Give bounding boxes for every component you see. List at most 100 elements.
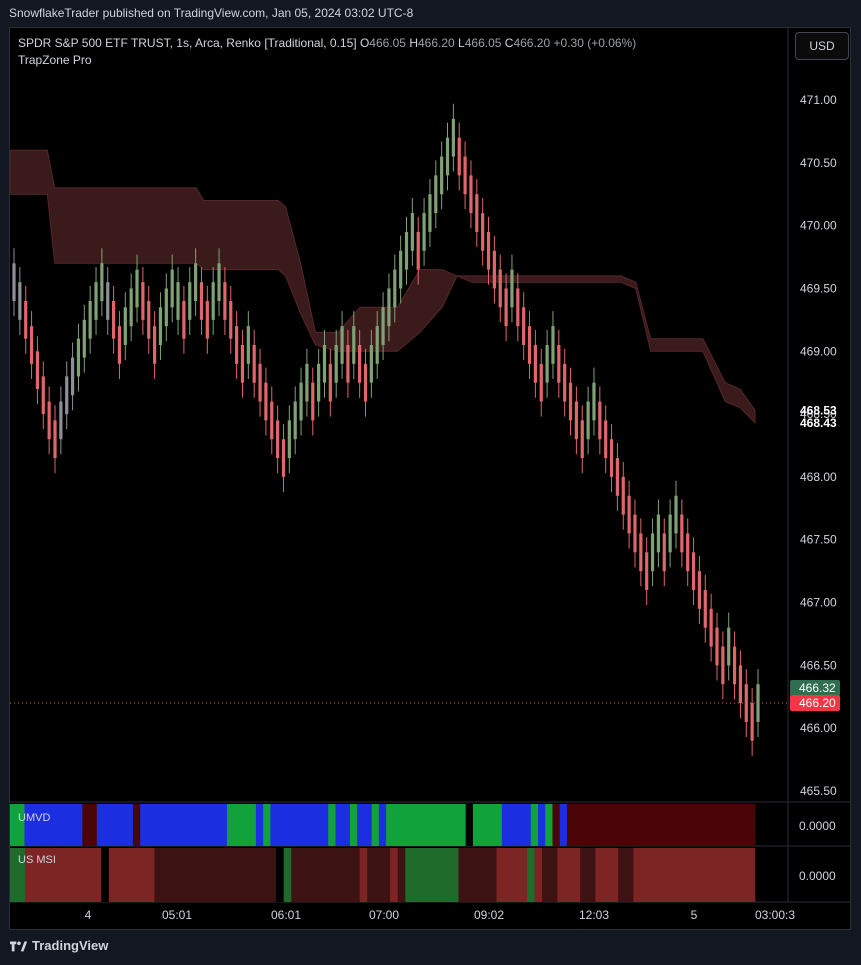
usmsi-pane-label[interactable]: US MSI bbox=[18, 854, 56, 866]
renko-brick bbox=[639, 533, 643, 572]
price-tick-label: 465.50 bbox=[800, 784, 837, 798]
chart-canvas[interactable]: 471.00470.50470.00469.50469.00468.50468.… bbox=[10, 28, 850, 929]
renko-brick bbox=[252, 344, 256, 383]
time-tick-label: 06:01 bbox=[271, 908, 301, 922]
umvd-segment bbox=[378, 804, 387, 846]
renko-brick bbox=[621, 476, 625, 515]
price-tick-label: 466.00 bbox=[800, 721, 837, 735]
renko-brick bbox=[615, 458, 620, 496]
price-badge bbox=[790, 695, 840, 712]
renko-brick bbox=[475, 194, 479, 232]
tradingview-brand: TradingView bbox=[32, 938, 109, 953]
renko-brick bbox=[246, 326, 250, 364]
currency-button[interactable]: USD bbox=[795, 32, 849, 60]
umvd-segment bbox=[530, 804, 539, 846]
price-tick-label: 467.50 bbox=[800, 533, 837, 547]
renko-brick bbox=[82, 319, 86, 358]
renko-brick bbox=[551, 326, 555, 364]
renko-brick bbox=[223, 282, 227, 320]
renko-brick bbox=[568, 382, 573, 421]
renko-brick bbox=[334, 344, 338, 383]
renko-brick bbox=[674, 495, 678, 534]
usmsi-segment bbox=[154, 848, 277, 902]
price-tick-label: 466.50 bbox=[800, 658, 837, 672]
time-tick-label: 05:01 bbox=[162, 908, 192, 922]
renko-brick bbox=[65, 376, 69, 415]
renko-brick bbox=[240, 344, 245, 383]
renko-brick bbox=[627, 495, 631, 534]
time-tick-label: 03:00:3 bbox=[755, 908, 795, 922]
renko-brick bbox=[574, 401, 578, 440]
usmsi-segment bbox=[367, 848, 391, 902]
renko-brick bbox=[697, 571, 702, 609]
renko-brick bbox=[270, 401, 274, 440]
umvd-pane-label[interactable]: UMVD bbox=[18, 812, 51, 824]
umvd-segment bbox=[357, 804, 372, 846]
renko-brick bbox=[117, 326, 122, 364]
renko-brick bbox=[47, 401, 51, 440]
chart-frame[interactable]: 471.00 470.50 470.00 469.50 469.00 468.50 468.… bbox=[9, 27, 851, 930]
renko-brick bbox=[633, 514, 637, 553]
renko-brick bbox=[516, 288, 520, 327]
usmsi-segment bbox=[542, 848, 558, 902]
umvd-segment bbox=[386, 804, 466, 846]
symbol-title[interactable]: SPDR S&P 500 ETF TRUST, 1s, Arca, Renko … bbox=[18, 36, 357, 50]
usmsi-segment bbox=[390, 848, 399, 902]
usmsi-segment bbox=[694, 848, 756, 902]
price-tick-label: 468.50 bbox=[800, 407, 837, 421]
renko-brick bbox=[188, 282, 192, 320]
usmsi-segment bbox=[618, 848, 634, 902]
price-tick-label: 467.00 bbox=[800, 596, 837, 610]
renko-brick bbox=[328, 363, 332, 402]
renko-brick bbox=[59, 401, 63, 440]
umvd-segment bbox=[501, 804, 532, 846]
renko-brick bbox=[580, 420, 584, 459]
umvd-segment bbox=[96, 804, 134, 846]
renko-brick bbox=[598, 401, 602, 440]
price-marker-label: 468.43 bbox=[800, 416, 837, 430]
usmsi-segment bbox=[496, 848, 528, 902]
usmsi-segment bbox=[291, 848, 360, 902]
renko-brick bbox=[176, 282, 180, 320]
renko-brick bbox=[656, 514, 661, 553]
umvd-segment bbox=[545, 804, 553, 846]
umvd-segment bbox=[328, 804, 336, 846]
umvd-segment bbox=[371, 804, 380, 846]
renko-brick bbox=[539, 363, 543, 402]
renko-brick bbox=[492, 250, 496, 289]
renko-brick bbox=[592, 382, 596, 421]
usmsi-segment bbox=[534, 848, 543, 902]
renko-brick bbox=[100, 263, 104, 302]
renko-brick bbox=[129, 288, 133, 327]
umvd-segment bbox=[270, 804, 329, 846]
renko-brick bbox=[35, 351, 40, 389]
low-label: L bbox=[458, 36, 465, 50]
umvd-segment bbox=[472, 804, 503, 846]
umvd-segment bbox=[566, 804, 756, 846]
umvd-segment bbox=[140, 804, 228, 846]
renko-brick bbox=[727, 627, 731, 666]
renko-brick bbox=[76, 338, 81, 377]
renko-brick bbox=[691, 552, 696, 590]
renko-brick bbox=[205, 301, 209, 339]
indicator-name[interactable]: TrapZone Pro bbox=[18, 53, 92, 67]
price-tick-label: 468.00 bbox=[800, 470, 837, 484]
umvd-segment bbox=[82, 804, 98, 846]
renko-brick bbox=[563, 363, 567, 402]
renko-brick bbox=[609, 439, 614, 477]
umvd-segment bbox=[559, 804, 568, 846]
umvd-segment bbox=[465, 804, 474, 846]
renko-brick bbox=[457, 137, 461, 176]
renko-brick bbox=[545, 344, 549, 383]
umvd-segment bbox=[24, 804, 83, 846]
close-label: C bbox=[504, 36, 514, 50]
renko-brick bbox=[199, 282, 204, 320]
chart-legend: SPDR S&P 500 ETF TRUST, 1s, Arca, Renko … bbox=[18, 35, 636, 69]
high-label: H bbox=[409, 36, 418, 50]
renko-brick bbox=[527, 326, 532, 364]
tradingview-footer[interactable]: TradingView bbox=[10, 938, 108, 953]
renko-brick bbox=[141, 282, 145, 320]
renko-brick bbox=[510, 269, 514, 308]
usmsi-segment bbox=[397, 848, 406, 902]
usmsi-segment bbox=[101, 848, 110, 902]
